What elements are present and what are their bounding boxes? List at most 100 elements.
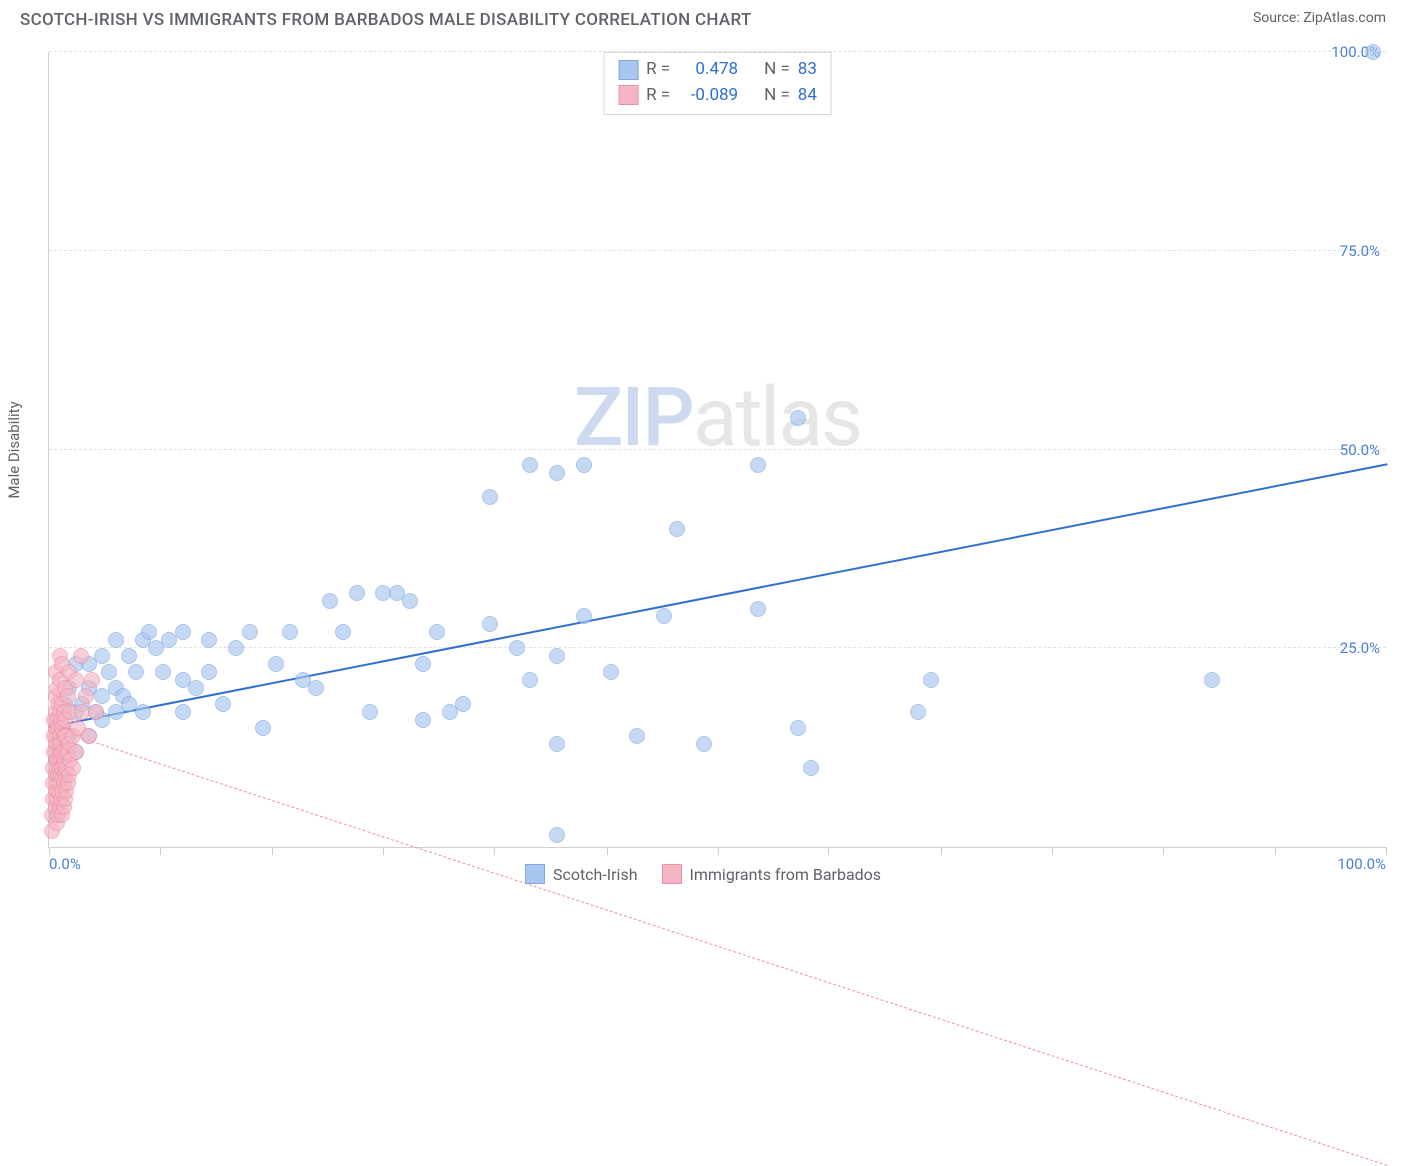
stats-row-barbados: R = -0.089 N = 84: [618, 83, 817, 109]
x-tick: [828, 847, 829, 855]
n-value: 84: [798, 83, 817, 109]
gridline: [49, 250, 1386, 251]
data-point-scotch_irish: [549, 465, 565, 481]
data-point-scotch_irish: [155, 664, 171, 680]
data-point-scotch_irish: [141, 624, 157, 640]
legend-item-barbados: Immigrants from Barbados: [662, 864, 882, 884]
data-point-scotch_irish: [362, 704, 378, 720]
data-point-scotch_irish: [349, 585, 365, 601]
r-value: -0.089: [678, 83, 738, 109]
data-point-scotch_irish: [549, 827, 565, 843]
data-point-scotch_irish: [482, 489, 498, 505]
gridline: [49, 647, 1386, 648]
data-point-scotch_irish: [549, 736, 565, 752]
data-point-scotch_irish: [282, 624, 298, 640]
data-point-scotch_irish: [335, 624, 351, 640]
data-point-barbados: [60, 688, 76, 704]
data-point-scotch_irish: [790, 720, 806, 736]
x-tick: [1163, 847, 1164, 855]
data-point-scotch_irish: [121, 648, 137, 664]
data-point-scotch_irish: [415, 656, 431, 672]
data-point-barbados: [68, 744, 84, 760]
correlation-stats-box: R = 0.478 N = 83 R = -0.089 N = 84: [603, 52, 832, 115]
data-point-scotch_irish: [175, 704, 191, 720]
swatch-barbados: [618, 85, 638, 105]
data-point-barbados: [78, 688, 94, 704]
source-attribution: Source: ZipAtlas.com: [1253, 10, 1386, 26]
plot-area: ZIPatlas 25.0%50.0%75.0%100.0%0.0%100.0%…: [48, 52, 1386, 848]
data-point-scotch_irish: [402, 593, 418, 609]
data-point-scotch_irish: [201, 632, 217, 648]
x-tick: [494, 847, 495, 855]
data-point-scotch_irish: [188, 680, 204, 696]
data-point-scotch_irish: [656, 608, 672, 624]
gridline: [49, 449, 1386, 450]
y-tick-label: 75.0%: [1340, 242, 1380, 260]
x-tick: [607, 847, 608, 855]
x-tick: [1386, 847, 1387, 855]
n-value: 83: [798, 57, 817, 83]
data-point-scotch_irish: [482, 616, 498, 632]
data-point-scotch_irish: [576, 457, 592, 473]
data-point-scotch_irish: [128, 664, 144, 680]
data-point-barbados: [68, 672, 84, 688]
watermark: ZIPatlas: [574, 370, 861, 466]
r-label: R =: [646, 83, 670, 109]
data-point-barbados: [65, 760, 81, 776]
data-point-scotch_irish: [910, 704, 926, 720]
legend-item-scotch_irish: Scotch-Irish: [525, 864, 638, 884]
data-point-scotch_irish: [415, 712, 431, 728]
r-label: R =: [646, 57, 670, 83]
n-label: N =: [764, 83, 790, 109]
x-tick: [718, 847, 719, 855]
data-point-scotch_irish: [1204, 672, 1220, 688]
scatter-chart: Male Disability ZIPatlas 25.0%50.0%75.0%…: [48, 52, 1386, 848]
data-point-barbados: [88, 704, 104, 720]
data-point-barbados: [81, 728, 97, 744]
data-point-scotch_irish: [696, 736, 712, 752]
x-tick: [383, 847, 384, 855]
data-point-scotch_irish: [322, 593, 338, 609]
data-point-scotch_irish: [522, 672, 538, 688]
data-point-scotch_irish: [108, 632, 124, 648]
data-point-scotch_irish: [228, 640, 244, 656]
swatch-barbados: [662, 864, 682, 884]
x-tick: [160, 847, 161, 855]
n-label: N =: [764, 57, 790, 83]
data-point-scotch_irish: [201, 664, 217, 680]
data-point-scotch_irish: [101, 664, 117, 680]
data-point-scotch_irish: [522, 457, 538, 473]
y-axis-title: Male Disability: [5, 401, 23, 498]
trend-line-scotch_irish: [49, 463, 1387, 728]
data-point-scotch_irish: [629, 728, 645, 744]
x-tick: [1275, 847, 1276, 855]
data-point-scotch_irish: [1365, 44, 1381, 60]
legend-label: Scotch-Irish: [553, 865, 638, 884]
data-point-scotch_irish: [750, 601, 766, 617]
x-tick: [941, 847, 942, 855]
legend-label: Immigrants from Barbados: [690, 865, 882, 884]
data-point-scotch_irish: [135, 704, 151, 720]
swatch-scotch_irish: [618, 60, 638, 80]
data-point-scotch_irish: [669, 521, 685, 537]
data-point-scotch_irish: [429, 624, 445, 640]
series-legend: Scotch-Irish Immigrants from Barbados: [0, 864, 1406, 884]
y-tick-label: 25.0%: [1340, 639, 1380, 657]
data-point-scotch_irish: [509, 640, 525, 656]
data-point-scotch_irish: [94, 648, 110, 664]
data-point-scotch_irish: [923, 672, 939, 688]
y-tick-label: 50.0%: [1340, 441, 1380, 459]
data-point-scotch_irish: [790, 410, 806, 426]
data-point-scotch_irish: [750, 457, 766, 473]
x-tick: [49, 847, 50, 855]
data-point-scotch_irish: [215, 696, 231, 712]
data-point-scotch_irish: [268, 656, 284, 672]
r-value: 0.478: [678, 57, 738, 83]
data-point-scotch_irish: [255, 720, 271, 736]
data-point-scotch_irish: [242, 624, 258, 640]
trend-line-barbados: [49, 727, 1387, 1166]
chart-title: SCOTCH-IRISH VS IMMIGRANTS FROM BARBADOS…: [20, 10, 752, 30]
data-point-barbados: [73, 648, 89, 664]
data-point-scotch_irish: [308, 680, 324, 696]
x-tick: [272, 847, 273, 855]
